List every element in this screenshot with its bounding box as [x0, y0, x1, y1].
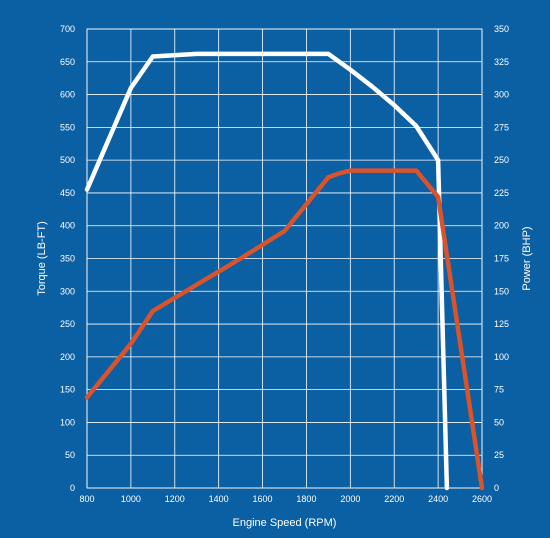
- y-axis-right-label: Power (BHP): [521, 226, 533, 290]
- y-left-tick-label: 550: [60, 122, 75, 132]
- x-tick-label: 1400: [209, 494, 229, 504]
- y-right-tick-label: 275: [494, 122, 509, 132]
- y-right-tick-label: 175: [494, 254, 509, 264]
- y-left-tick-label: 150: [60, 385, 75, 395]
- x-tick-label: 2600: [472, 494, 492, 504]
- plot-border: [86, 28, 483, 489]
- torque-series-line: [84, 51, 450, 491]
- y-left-tick-label: 450: [60, 188, 75, 198]
- x-tick-label: 800: [79, 494, 94, 504]
- grid: [86, 28, 483, 489]
- y-right-tick-label: 250: [494, 155, 509, 165]
- y-left-tick-label: 500: [60, 155, 75, 165]
- y-left-tick-label: 600: [60, 90, 75, 100]
- y-right-tick-label: 350: [494, 24, 509, 34]
- y-right-tick-label: 75: [494, 385, 504, 395]
- y-left-tick-label: 100: [60, 417, 75, 427]
- y-left-tick-label: 350: [60, 254, 75, 264]
- y-left-tick-label: 700: [60, 24, 75, 34]
- x-tick-label: 2200: [384, 494, 404, 504]
- y-right-tick-label: 325: [494, 57, 509, 67]
- y-axis-left-label: Torque (LB-FT): [36, 221, 48, 296]
- y-left-tick-label: 250: [60, 319, 75, 329]
- y-right-tick-label: 100: [494, 352, 509, 362]
- y-left-tick-label: 50: [65, 450, 75, 460]
- x-tick-label: 1800: [296, 494, 316, 504]
- y-left-tick-label: 0: [70, 483, 75, 493]
- y-right-tick-label: 150: [494, 286, 509, 296]
- x-tick-label: 2400: [428, 494, 448, 504]
- y-right-tick-label: 50: [494, 417, 504, 427]
- y-right-tick-label: 300: [494, 90, 509, 100]
- y-right-tick-label: 225: [494, 188, 509, 198]
- y-right-tick-label: 125: [494, 319, 509, 329]
- y-left-tick-label: 400: [60, 221, 75, 231]
- y-left-tick-label: 200: [60, 352, 75, 362]
- x-axis-label: Engine Speed (RPM): [233, 517, 337, 529]
- series-layer: [84, 51, 485, 491]
- x-tick-label: 1600: [253, 494, 273, 504]
- y-right-tick-label: 0: [494, 483, 499, 493]
- tick-labels: 800 1000 1200 1400 1600 1800 2000 2200 2400 26000…: [60, 24, 509, 504]
- power-series-line: [84, 168, 485, 491]
- y-right-tick-label: 200: [494, 221, 509, 231]
- x-tick-label: 2000: [340, 494, 360, 504]
- y-left-tick-label: 300: [60, 286, 75, 296]
- x-tick-label: 1200: [165, 494, 185, 504]
- x-tick-label: 1000: [121, 494, 141, 504]
- y-right-tick-label: 25: [494, 450, 504, 460]
- y-left-tick-label: 650: [60, 57, 75, 67]
